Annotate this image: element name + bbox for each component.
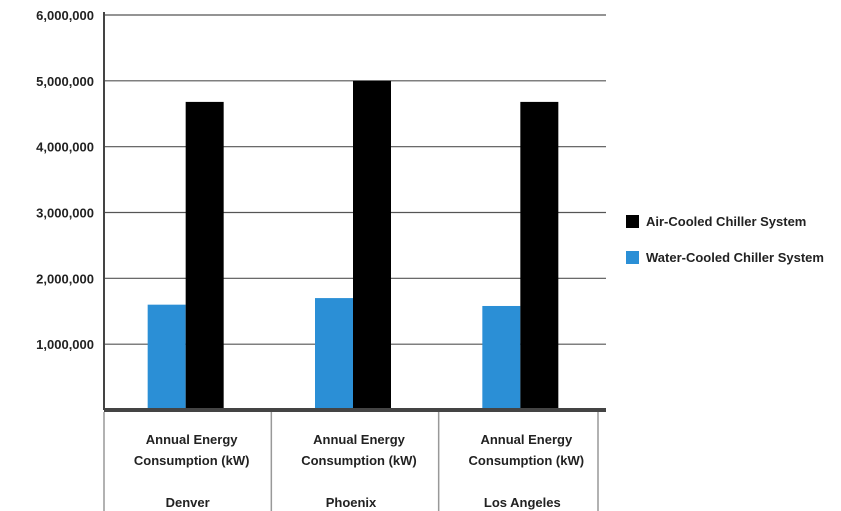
y-tick-label: 5,000,000	[36, 74, 94, 89]
bar-air-cooled	[520, 101, 559, 411]
y-tick-label: 3,000,000	[36, 206, 94, 221]
bar-water-cooled	[482, 305, 521, 410]
legend: Air-Cooled Chiller System Water-Cooled Ch…	[626, 214, 824, 265]
y-tick-label: 4,000,000	[36, 140, 94, 155]
legend-swatch	[626, 215, 639, 228]
category-sublabel: Annual Energy	[313, 432, 406, 447]
category-label: Phoenix	[326, 495, 377, 510]
legend-swatch	[626, 251, 639, 264]
y-axis-ticks: 1,000,000 2,000,000 3,000,000 4,000,000 5,00…	[36, 8, 94, 352]
category-label: Los Angeles	[484, 495, 561, 510]
legend-label: Air-Cooled Chiller System	[646, 214, 806, 229]
category-sublabel: Consumption (kW)	[134, 453, 250, 468]
bar-air-cooled	[353, 80, 391, 410]
bar-air-cooled	[185, 101, 224, 411]
bars	[147, 80, 559, 411]
bar-water-cooled	[147, 304, 186, 410]
category-labels: Annual Energy Consumption (kW) Denver Annua…	[103, 412, 599, 511]
axes	[103, 12, 606, 412]
category-sublabel: Consumption (kW)	[469, 453, 585, 468]
y-tick-label: 6,000,000	[36, 8, 94, 23]
y-tick-label: 1,000,000	[36, 337, 94, 352]
y-tick-label: 2,000,000	[36, 271, 94, 286]
category-label: Denver	[166, 495, 210, 510]
category-sublabel: Annual Energy	[480, 432, 573, 447]
category-sublabel: Consumption (kW)	[301, 453, 417, 468]
bar-water-cooled	[315, 298, 353, 410]
category-sublabel: Annual Energy	[146, 432, 239, 447]
legend-label: Water-Cooled Chiller System	[646, 250, 824, 265]
